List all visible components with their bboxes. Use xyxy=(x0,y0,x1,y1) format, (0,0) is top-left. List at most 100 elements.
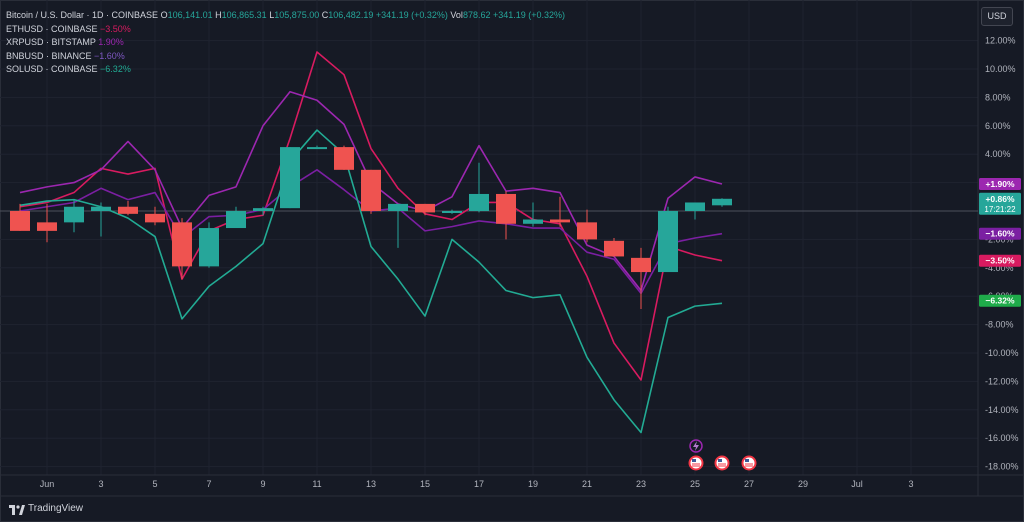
y-tick-label: 4.00% xyxy=(985,149,1011,159)
lightning-event-icon[interactable] xyxy=(689,439,703,453)
y-tick-label: 10.00% xyxy=(985,64,1016,74)
candle-body xyxy=(91,206,111,211)
low-label: L xyxy=(269,10,275,20)
x-tick-label: Jul xyxy=(851,479,863,489)
legend-item-xrpusd[interactable]: XRPUSD · BITSTAMP 1.90% xyxy=(6,36,565,50)
x-tick-label: 9 xyxy=(260,479,265,489)
x-tick-label: 29 xyxy=(798,479,808,489)
y-tick-label: -10.00% xyxy=(985,348,1019,358)
candle-body xyxy=(64,206,84,223)
x-tick-label: 11 xyxy=(312,479,321,489)
series-line-solusd xyxy=(19,129,723,434)
candle-body xyxy=(199,228,219,267)
currency-button[interactable]: USD xyxy=(981,7,1013,26)
legend-value: −6.32% xyxy=(100,64,131,75)
y-tick-label: -8.00% xyxy=(985,320,1014,330)
candle-body xyxy=(10,211,30,231)
candles xyxy=(10,145,732,309)
x-tick-label: 13 xyxy=(366,479,376,489)
y-tick-label: -12.00% xyxy=(985,376,1019,386)
event-markers[interactable] xyxy=(688,439,757,471)
price-badge-label: −3.50% xyxy=(985,256,1015,266)
grid xyxy=(0,0,1024,497)
x-tick-label: 15 xyxy=(420,479,430,489)
symbol-header[interactable]: Bitcoin / U.S. Dollar · 1D · COINBASE O1… xyxy=(6,9,565,23)
x-tick-label: 21 xyxy=(582,479,592,489)
candle-body xyxy=(37,222,57,231)
y-tick-label: 12.00% xyxy=(985,36,1016,46)
us-flag-event-icon[interactable] xyxy=(741,455,757,471)
symbol-title[interactable]: Bitcoin / U.S. Dollar · 1D · COINBASE xyxy=(6,10,159,20)
y-tick-label: -18.00% xyxy=(985,462,1019,472)
candle-body xyxy=(361,169,381,211)
candle-body xyxy=(658,211,678,273)
y-tick-label: -16.00% xyxy=(985,433,1019,443)
legend-name: XRPUSD · BITSTAMP xyxy=(6,37,96,48)
x-tick-label: 27 xyxy=(744,479,754,489)
candle-body xyxy=(307,147,327,150)
legend-name: BNBUSD · BINANCE xyxy=(6,50,92,61)
time-axis[interactable]: Jun 3 5 7 9 11 13 15 17 19 21 23 25 27 29 Jul 3 xyxy=(40,479,914,489)
candle-body xyxy=(145,213,165,223)
candle-body xyxy=(496,193,516,224)
legend-name: SOLUSD · COINBASE xyxy=(6,64,98,75)
legend-item-ethusd[interactable]: ETHUSD · COINBASE −3.50% xyxy=(6,23,565,37)
close-label: C xyxy=(321,10,329,20)
legend: Bitcoin / U.S. Dollar · 1D · COINBASE O1… xyxy=(6,9,565,77)
x-tick-label: 23 xyxy=(636,479,646,489)
candle-body xyxy=(604,240,624,257)
series-line-ethusd xyxy=(19,51,723,381)
us-flag-event-icon[interactable] xyxy=(714,455,730,471)
candle-body xyxy=(388,203,408,211)
tradingview-logo-icon[interactable] xyxy=(9,505,25,515)
price-badge-label: +1.90% xyxy=(985,179,1015,189)
price-badge-label: −1.60% xyxy=(985,229,1015,239)
legend-value: −3.50% xyxy=(100,23,131,34)
candle-body xyxy=(685,202,705,211)
price-axis[interactable]: 12.00%10.00%8.00%6.00%4.00%2.00%0.00%-2.… xyxy=(985,36,1019,472)
price-badge xyxy=(979,254,1021,267)
open-value: 106,141.01 xyxy=(167,10,213,20)
candle-body xyxy=(172,222,192,267)
price-badges: +1.90% −1.60% −3.50% −6.32% +0.86%17:21:22 xyxy=(979,178,1021,307)
candle-body xyxy=(577,222,597,240)
open-label: O xyxy=(160,10,168,20)
y-tick-label: 8.00% xyxy=(985,92,1011,102)
candle-body xyxy=(469,193,489,211)
x-tick-label: 5 xyxy=(152,479,157,489)
low-value: 105,875.00 xyxy=(274,10,320,20)
change-value: +341.19 (+0.32%) xyxy=(375,10,448,20)
brand-name[interactable]: TradingView xyxy=(28,503,84,514)
legend-value: 1.90% xyxy=(98,37,124,48)
legend-value: −1.60% xyxy=(94,50,125,61)
candle-body xyxy=(253,208,273,211)
candle-body xyxy=(226,211,246,229)
candle-body xyxy=(523,219,543,224)
close-value: 106,482.19 xyxy=(328,10,374,20)
price-badge xyxy=(979,294,1021,307)
high-label: H xyxy=(215,10,222,20)
candle-body xyxy=(280,147,300,209)
price-badge-label: −6.32% xyxy=(985,296,1015,306)
legend-name: ETHUSD · COINBASE xyxy=(6,23,98,34)
legend-item-solusd[interactable]: SOLUSD · COINBASE −6.32% xyxy=(6,63,565,77)
legend-item-bnbusd[interactable]: BNBUSD · BINANCE −1.60% xyxy=(6,50,565,64)
candle-body xyxy=(631,257,651,273)
x-tick-label: 3 xyxy=(98,479,103,489)
x-tick-label: 25 xyxy=(690,479,700,489)
price-badge-countdown: 17:21:22 xyxy=(984,205,1016,214)
us-flag-event-icon[interactable] xyxy=(688,455,704,471)
volume-change: +341.19 (+0.32%) xyxy=(492,10,566,20)
x-tick-label: 17 xyxy=(474,479,484,489)
high-value: 106,865.31 xyxy=(221,10,267,20)
x-tick-label: 7 xyxy=(206,479,211,489)
price-badge xyxy=(979,227,1021,240)
price-badge-label: +0.86% xyxy=(985,194,1015,204)
price-badge xyxy=(979,192,1021,215)
volume-label: Vol xyxy=(450,10,463,20)
candle-body xyxy=(415,203,435,213)
x-tick-label: 19 xyxy=(528,479,538,489)
y-tick-label: 6.00% xyxy=(985,121,1011,131)
candle-body xyxy=(550,219,570,223)
